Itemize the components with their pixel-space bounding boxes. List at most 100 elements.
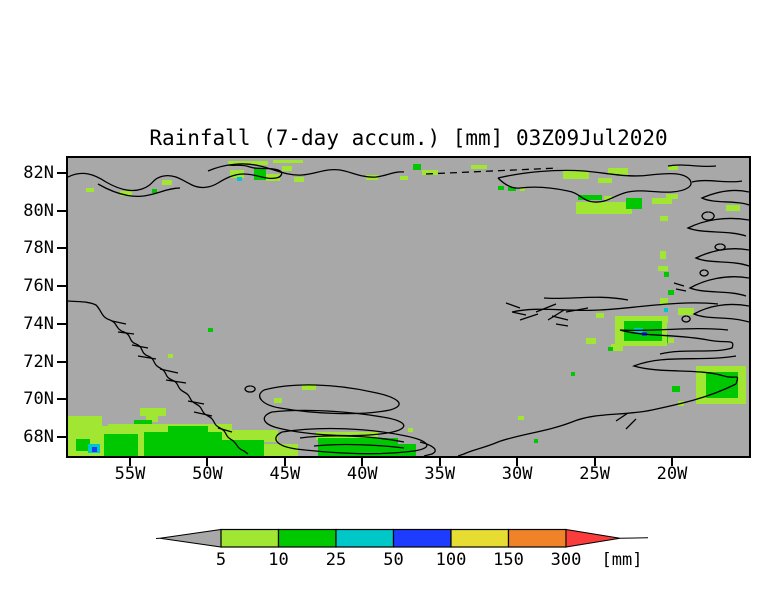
rain-patch [218, 440, 264, 456]
lat-tick [57, 322, 66, 325]
coastline-path [275, 427, 428, 455]
rain-patch [626, 198, 642, 209]
rain-patch [152, 189, 157, 193]
rain-patch [92, 447, 97, 452]
coastline-path [259, 384, 400, 415]
rain-patch [144, 432, 222, 456]
lon-tick [129, 458, 131, 466]
coastline-path [111, 320, 233, 433]
colorbar-segment [277, 528, 337, 548]
colorbar-segment [507, 528, 567, 548]
lon-tick [438, 458, 441, 466]
rain-patch [678, 308, 694, 315]
rain-patch [266, 174, 280, 181]
coastline-path [97, 183, 181, 198]
rain-patch [86, 188, 94, 192]
rain-patch [604, 196, 612, 200]
rain-patch [611, 344, 623, 351]
lat-tick-label: 76N [23, 276, 54, 297]
coastline-path [551, 315, 734, 355]
lon-tick-label: 35W [424, 464, 456, 484]
lon-tick-label: 20W [656, 464, 688, 484]
rain-patch [400, 176, 408, 180]
lon-tick [206, 458, 209, 466]
rain-patch [146, 416, 158, 422]
rain-patch [273, 160, 303, 163]
rain-patch [264, 444, 298, 456]
rain-patch [413, 164, 421, 170]
colorbar-threshold-label: 100 [435, 550, 467, 570]
colorbar [155, 528, 656, 550]
lon-tick-label: 30W [501, 464, 533, 484]
rain-patch [498, 186, 504, 190]
rain-patch [471, 165, 487, 169]
rain-patch [652, 198, 672, 204]
coastline-path [667, 164, 743, 183]
rain-patch [218, 430, 278, 442]
colorbar-threshold-label: 25 [325, 550, 347, 570]
coastline-path [673, 276, 749, 297]
coastline-path [700, 189, 749, 206]
colorbar-threshold-label: 150 [493, 550, 524, 570]
colorbar-unit-label: [mm] [601, 550, 643, 570]
colorbar-threshold-label: 300 [550, 550, 582, 570]
rain-patch [726, 205, 740, 211]
colorbar-canvas [155, 528, 649, 548]
rain-patch [666, 194, 678, 199]
colorbar-segment [220, 528, 280, 548]
coastline-path [207, 163, 405, 178]
coastline-path [263, 409, 405, 437]
rain-patch [208, 328, 213, 332]
rain-patch [228, 161, 268, 165]
lon-tick-label: 45W [269, 464, 301, 484]
rain-patch [664, 272, 669, 277]
rain-patch [660, 251, 666, 259]
lat-tick-label: 70N [23, 389, 54, 410]
rain-patch [664, 308, 668, 312]
colorbar-segment [450, 528, 510, 548]
rain-patch [571, 372, 575, 376]
rain-patch [563, 171, 589, 179]
rain-patch [608, 347, 613, 351]
coastline-path [419, 441, 436, 456]
lat-tick [57, 247, 66, 250]
lat-tick-label: 78N [23, 238, 54, 259]
lat-tick-label: 68N [23, 426, 54, 447]
rain-patch [576, 202, 632, 214]
rain-patch [294, 177, 304, 182]
rain-patch [254, 168, 266, 180]
lat-tick-label: 80N [23, 200, 54, 221]
rain-patch [318, 438, 398, 456]
rain-patch [398, 444, 416, 456]
lon-tick [593, 458, 596, 466]
coastline-path [299, 435, 405, 449]
rain-patch [104, 434, 138, 456]
coastline-path [631, 355, 739, 385]
lon-tick-label: 50W [192, 464, 223, 484]
rain-patch [422, 170, 438, 175]
rain-patch [282, 166, 292, 171]
lat-tick-label: 82N [23, 163, 54, 183]
lon-tick [361, 458, 364, 466]
rain-patch [668, 166, 678, 170]
coastline-path [535, 296, 629, 321]
rain-patch [508, 187, 516, 191]
rain-patch [168, 426, 208, 434]
colorbar-threshold-label: 10 [268, 550, 289, 570]
rain-patch [408, 428, 413, 432]
lat-tick [57, 285, 66, 288]
map-plot-area [66, 156, 751, 458]
lon-tick [671, 458, 673, 466]
colorbar-threshold-label: 5 [215, 550, 227, 570]
lat-tick-label: 72N [23, 351, 54, 372]
rain-patch [658, 266, 668, 271]
rain-patch [596, 313, 604, 318]
map-canvas [68, 158, 749, 456]
rain-patch [162, 180, 172, 185]
lat-tick [57, 209, 66, 212]
rain-patch [230, 170, 244, 178]
rain-patch [76, 439, 90, 451]
lat-tick [57, 172, 66, 174]
lon-tick [516, 458, 519, 466]
